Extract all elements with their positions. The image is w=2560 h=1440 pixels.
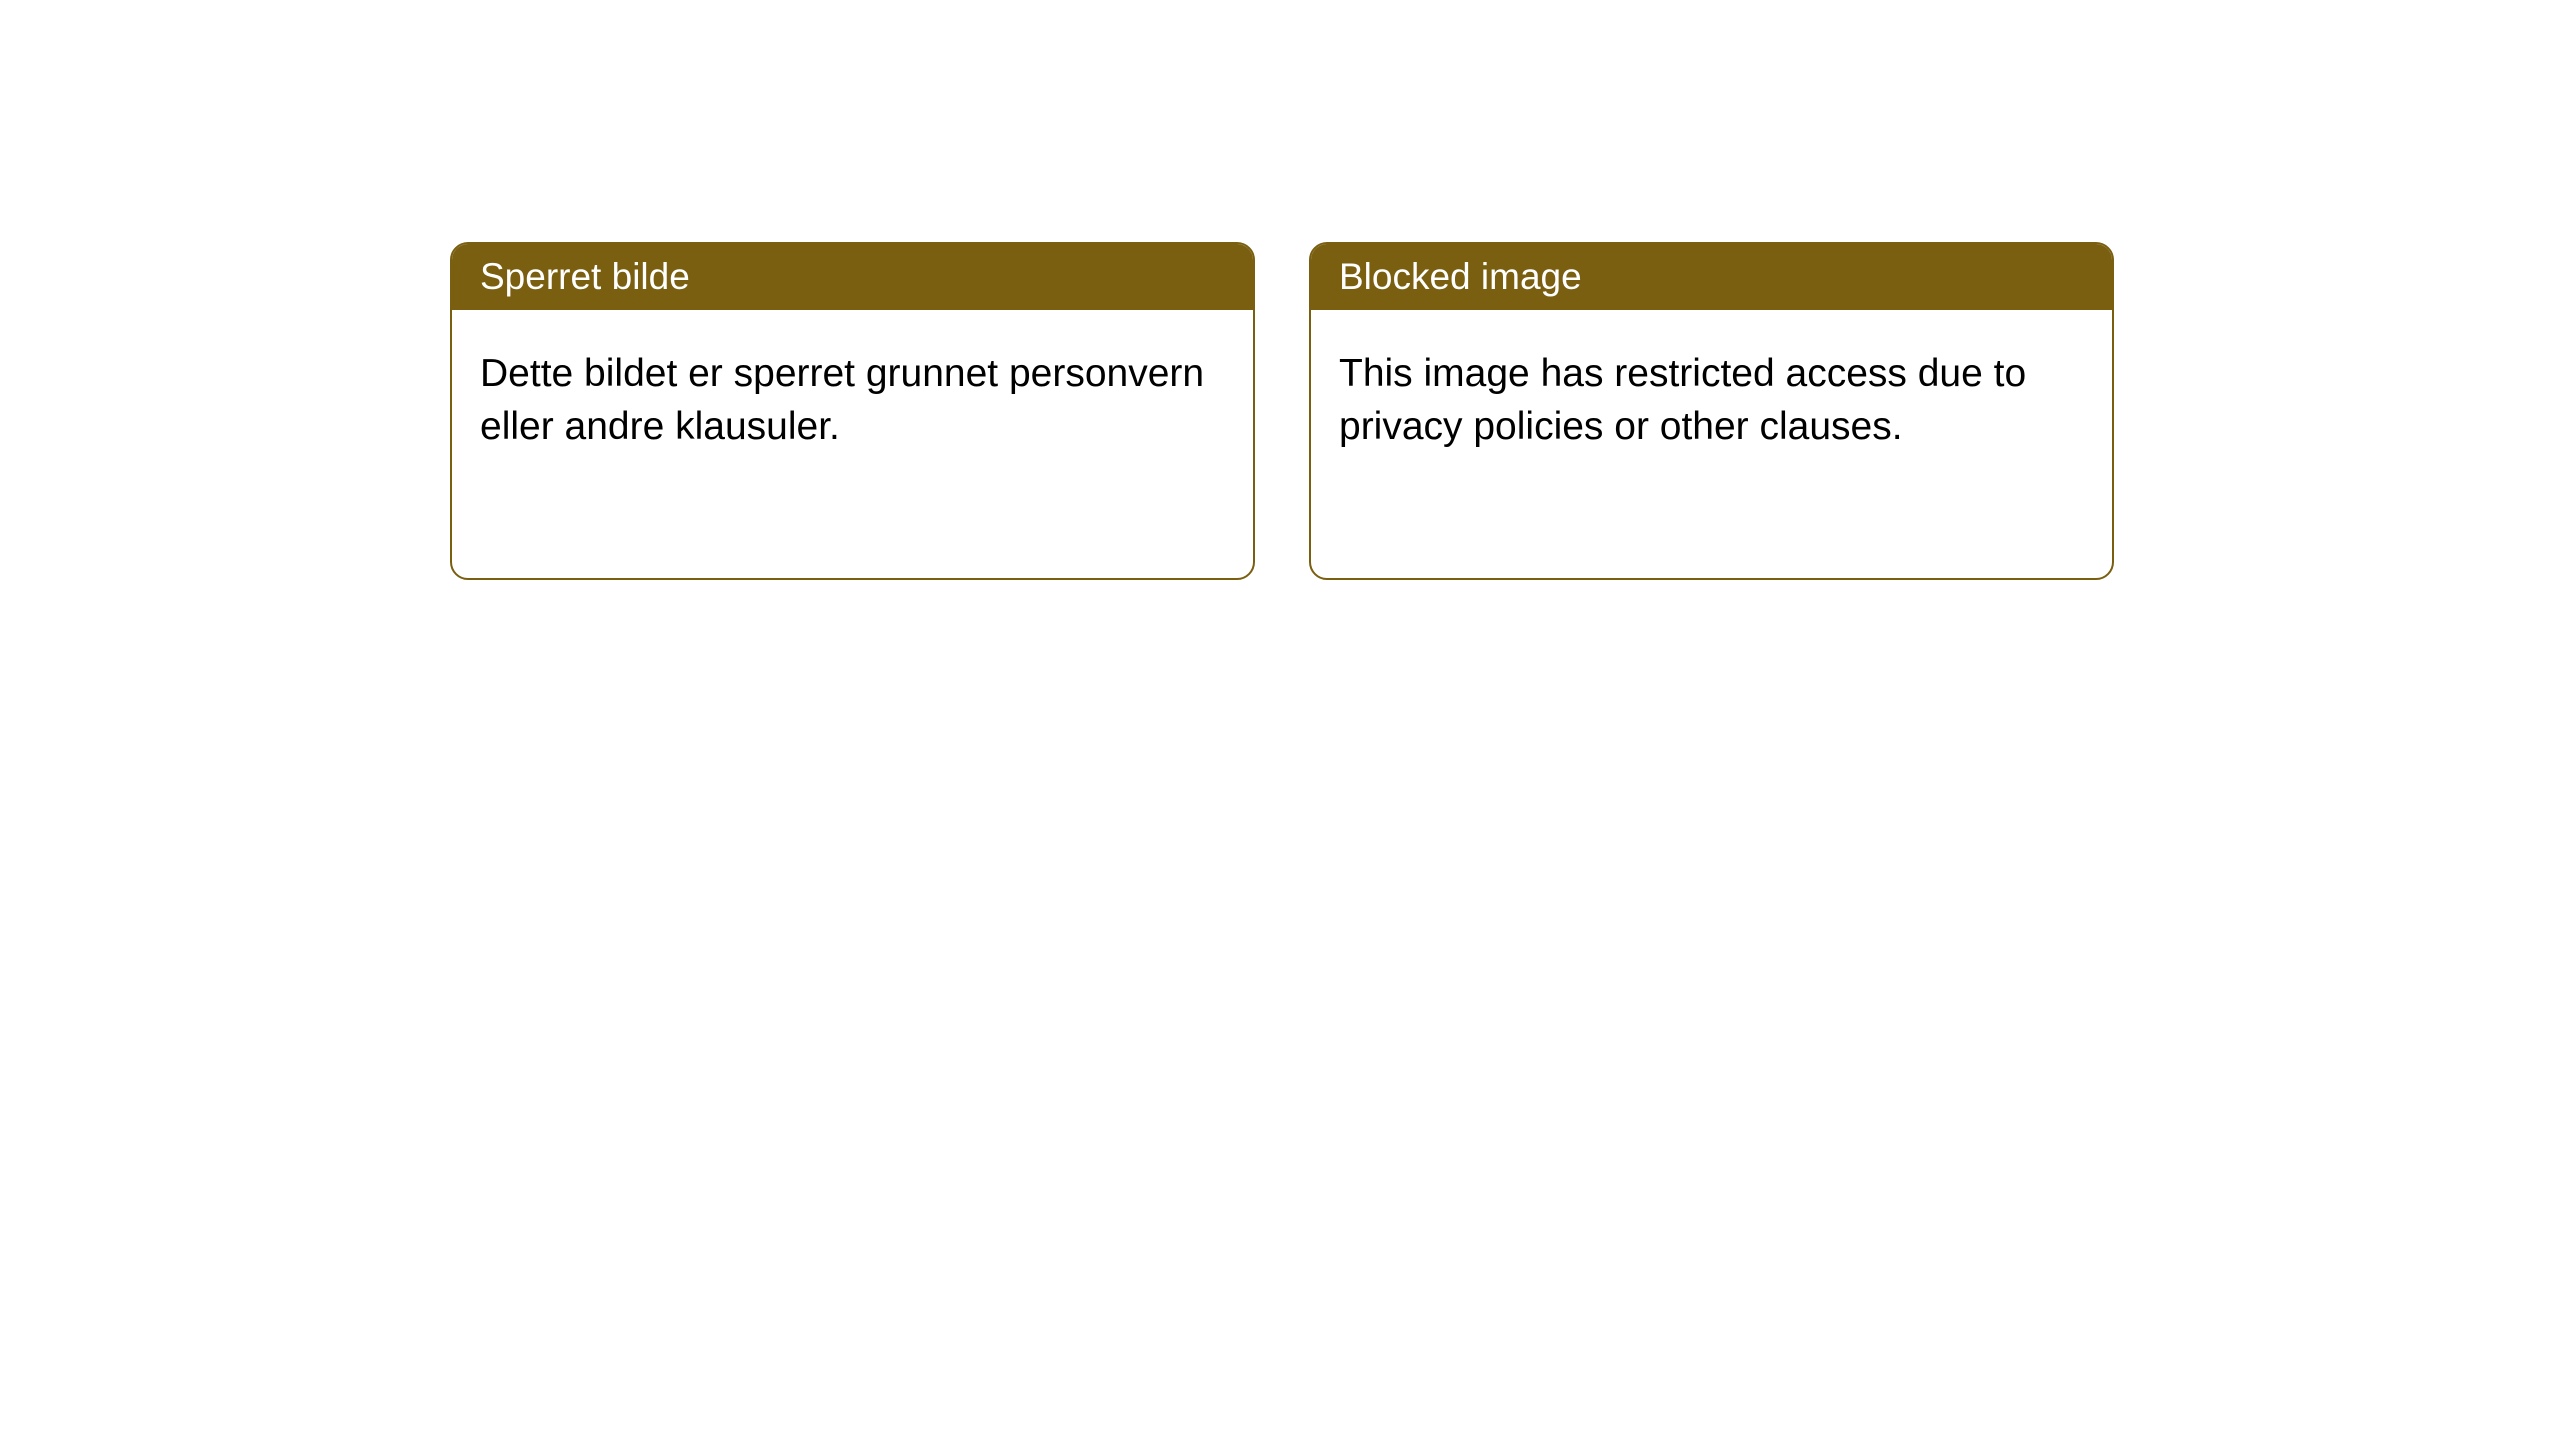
notice-container: Sperret bilde Dette bildet er sperret gr…	[0, 0, 2560, 580]
card-body-english: This image has restricted access due to …	[1311, 310, 2112, 491]
card-text-english: This image has restricted access due to …	[1339, 352, 2026, 448]
card-title-norwegian: Sperret bilde	[480, 256, 690, 297]
card-text-norwegian: Dette bildet er sperret grunnet personve…	[480, 352, 1204, 448]
card-title-english: Blocked image	[1339, 256, 1582, 297]
card-header-norwegian: Sperret bilde	[452, 244, 1253, 310]
card-body-norwegian: Dette bildet er sperret grunnet personve…	[452, 310, 1253, 491]
card-english: Blocked image This image has restricted …	[1309, 242, 2114, 580]
card-header-english: Blocked image	[1311, 244, 2112, 310]
card-norwegian: Sperret bilde Dette bildet er sperret gr…	[450, 242, 1255, 580]
